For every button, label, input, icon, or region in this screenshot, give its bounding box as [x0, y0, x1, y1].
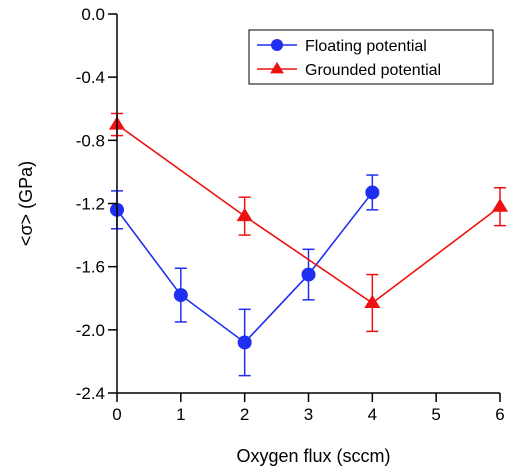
- series-1: [110, 174, 380, 377]
- legend-label: Floating potential: [305, 38, 427, 55]
- x-tick-label: 0: [112, 405, 121, 424]
- x-tick-label: 6: [495, 405, 504, 424]
- data-point: [365, 185, 380, 200]
- series-line: [116, 123, 501, 304]
- legend-entry: Grounded potential: [257, 61, 441, 79]
- legend-label: Grounded potential: [305, 62, 441, 79]
- x-tick-label: 3: [304, 405, 313, 424]
- y-tick-label: -1.6: [76, 258, 105, 277]
- y-tick-label: -2.4: [76, 384, 105, 403]
- x-axis-label: Oxygen flux (sccm): [236, 446, 390, 466]
- x-tick-label: 4: [368, 405, 377, 424]
- data-point: [237, 335, 252, 350]
- x-tick-label: 1: [176, 405, 185, 424]
- legend-marker: [270, 61, 284, 74]
- y-axis-label: <σ> (GPa): [16, 161, 36, 246]
- y-tick-label: -0.4: [76, 68, 105, 87]
- legend-marker: [271, 39, 283, 51]
- data-point: [491, 198, 509, 212]
- y-tick-label: -2.0: [76, 321, 105, 340]
- data-point: [364, 294, 381, 309]
- x-tick-label: 2: [240, 405, 249, 424]
- data-point: [236, 207, 253, 222]
- data-point: [301, 267, 316, 282]
- data-point: [173, 288, 188, 303]
- x-tick-label: 5: [431, 405, 440, 424]
- legend: Floating potential Grounded potential: [248, 29, 494, 85]
- y-tick-label: 0.0: [81, 5, 105, 24]
- y-tick-label: -1.2: [76, 195, 105, 214]
- legend-entry: Floating potential: [257, 38, 427, 55]
- legend-box: [248, 29, 494, 85]
- y-tick-label: -0.8: [76, 131, 105, 150]
- series-2: [108, 112, 509, 333]
